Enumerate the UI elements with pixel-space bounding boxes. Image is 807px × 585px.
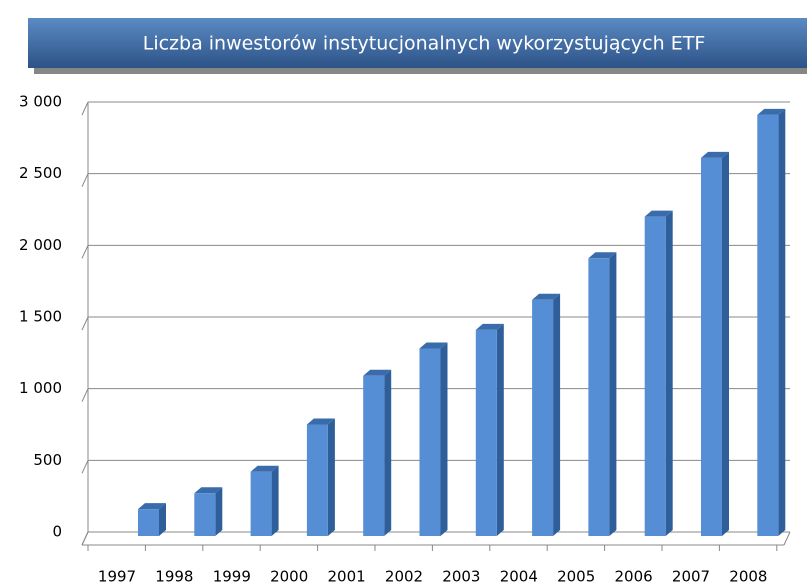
x-tick-label: 1998 [155, 568, 193, 585]
bar-front [363, 375, 385, 536]
x-tick-label: 2008 [729, 568, 767, 585]
bar-top [757, 108, 786, 115]
bar-top [194, 487, 223, 494]
bar [419, 342, 448, 536]
bar-front [701, 157, 722, 536]
x-tick-label: 2007 [672, 568, 710, 585]
y-tick [81, 245, 89, 259]
bar-front [306, 424, 328, 536]
x-tick-label: 2005 [557, 568, 595, 585]
bar-front [138, 509, 159, 536]
x-tick-label: 1997 [98, 568, 136, 585]
y-tick [81, 173, 89, 187]
bar [363, 369, 392, 536]
x-tick-label: 2001 [328, 568, 366, 585]
floor-edge [783, 531, 791, 546]
y-tick-label: 1 000 [19, 379, 62, 397]
y-tick-label: 1 500 [19, 308, 62, 326]
x-tick-label: 1999 [213, 568, 251, 585]
bar-front [250, 471, 272, 536]
bar-top [532, 293, 561, 300]
title-banner [28, 18, 807, 68]
bar [701, 151, 729, 536]
bar [475, 323, 504, 536]
y-tick-label: 3 000 [19, 93, 62, 111]
bar-side [215, 487, 223, 536]
x-tick-label: 2000 [270, 568, 308, 585]
bar-top [701, 151, 729, 158]
bar-side [327, 418, 335, 536]
x-tick-label: 2002 [385, 568, 423, 585]
x-tick-label: 2006 [615, 568, 653, 585]
x-tick-label: 2004 [500, 568, 538, 585]
bar-top [475, 323, 504, 330]
bar-side [722, 151, 729, 536]
bar-front [475, 329, 497, 536]
bar-top [138, 503, 166, 510]
bar-side [778, 108, 786, 537]
bar-side [440, 342, 448, 536]
bar-side [553, 293, 561, 536]
bar-top [363, 369, 392, 376]
bar-side [496, 323, 504, 536]
y-tick-label: 2 000 [19, 236, 62, 254]
bar [194, 487, 223, 536]
bar-front [532, 299, 554, 536]
bar-front [588, 258, 610, 536]
x-tick-label: 2003 [442, 568, 480, 585]
bar-side [609, 252, 617, 536]
chart-title: Liczba inwestorów instytucjonalnych wyko… [143, 33, 706, 55]
bar-top [419, 342, 448, 349]
bar-front [644, 216, 666, 536]
y-tick [81, 388, 89, 402]
bar-top [306, 418, 335, 425]
bar [588, 252, 617, 536]
bar-side [384, 369, 392, 536]
bar [306, 418, 335, 536]
y-tick-label: 0 [52, 523, 62, 541]
bar [757, 108, 786, 537]
bar-side [271, 465, 279, 536]
bar-front [419, 348, 441, 536]
bar-front [757, 114, 779, 537]
bar-top [588, 252, 617, 259]
bar [644, 210, 673, 536]
y-tick [81, 460, 89, 474]
bar [250, 465, 279, 536]
bar [138, 503, 166, 536]
bar-side [665, 210, 673, 536]
bar-front [194, 493, 216, 536]
bar-top [644, 210, 673, 217]
y-tick-label: 2 500 [19, 164, 62, 182]
y-tick [81, 531, 89, 546]
y-tick [81, 101, 89, 116]
bar-top [250, 465, 279, 472]
y-tick-label: 500 [33, 451, 62, 469]
bar-side [159, 503, 166, 536]
y-tick [81, 316, 89, 331]
bar [532, 293, 561, 536]
